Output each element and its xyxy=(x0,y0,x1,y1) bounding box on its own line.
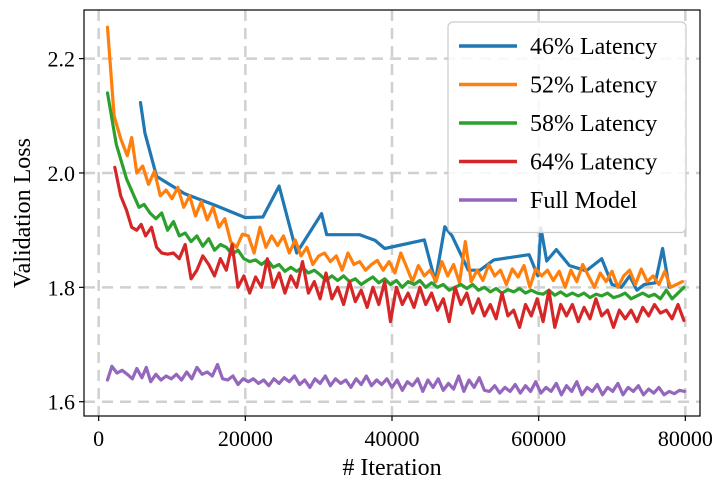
series-line-4 xyxy=(113,165,686,329)
y-tick-label: 2.2 xyxy=(48,47,76,72)
axis-ticks: 0 20000 40000 60000 80000 1.6 1.8 2.0 2.2 xyxy=(48,47,713,451)
x-tick-label: 20000 xyxy=(218,426,273,451)
legend-label: 52% Latency xyxy=(530,73,657,99)
series-lines xyxy=(105,25,687,397)
legend-label: 64% Latency xyxy=(530,150,657,176)
legend-label: Full Model xyxy=(530,188,638,214)
series-line-2 xyxy=(105,25,684,289)
x-tick-label: 80000 xyxy=(658,426,713,451)
legend-label: 46% Latency xyxy=(530,34,657,60)
y-tick-label: 1.8 xyxy=(48,275,76,300)
x-tick-label: 60000 xyxy=(511,426,566,451)
x-tick-label: 0 xyxy=(93,426,104,451)
x-axis-label: # Iteration xyxy=(342,455,441,481)
series-line-5 xyxy=(105,362,687,397)
y-axis-label: Validation Loss xyxy=(10,138,36,288)
y-tick-label: 2.0 xyxy=(48,161,76,186)
legend-box xyxy=(447,21,687,234)
y-tick-label: 1.6 xyxy=(48,390,76,415)
legend: 46% Latency 52% Latency 58% Latency 64% Lat… xyxy=(447,21,687,234)
legend-label: 58% Latency xyxy=(530,111,657,137)
x-tick-label: 40000 xyxy=(365,426,420,451)
series-line-3 xyxy=(105,91,686,301)
